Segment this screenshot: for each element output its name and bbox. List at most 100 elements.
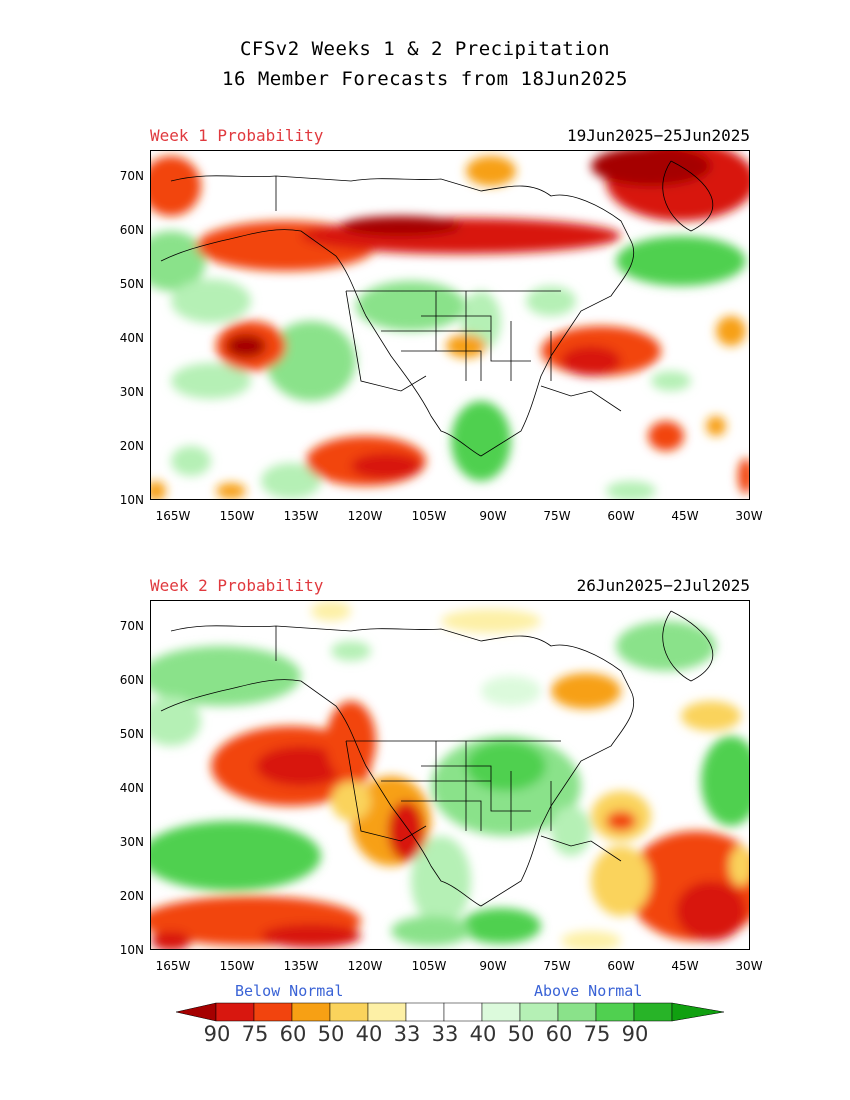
week2-coastlines xyxy=(160,610,714,907)
lon-tick-label: 60W xyxy=(607,959,635,973)
lon-tick-label: 75W xyxy=(543,509,571,523)
week2-wet-area xyxy=(551,806,591,856)
legend-swatch xyxy=(215,1002,255,1022)
week1-wet-area xyxy=(616,236,746,286)
week1-map-svg xyxy=(151,151,749,499)
week1-date-range: 19Jun2025−25Jun2025 xyxy=(566,126,750,145)
lat-tick-label: 10N xyxy=(119,943,144,957)
week2-wet-area xyxy=(151,821,321,891)
legend-above-normal-label: Above Normal xyxy=(534,982,643,1000)
week1-dry-area xyxy=(151,481,166,499)
week1-dry-area xyxy=(466,156,516,186)
legend-swatch xyxy=(329,1002,369,1022)
lat-tick-label: 70N xyxy=(119,619,144,633)
lon-tick-label: 150W xyxy=(219,959,255,973)
legend-left-arrow xyxy=(176,1002,217,1022)
legend-right-arrow xyxy=(671,1002,724,1022)
lat-tick-label: 60N xyxy=(119,673,144,687)
week1-wet-area xyxy=(266,321,356,401)
lat-tick-label: 50N xyxy=(119,727,144,741)
legend-swatch xyxy=(633,1002,673,1022)
lon-tick-label: 165W xyxy=(155,959,191,973)
figure-title-line2: 16 Member Forecasts from 18Jun2025 xyxy=(222,68,628,90)
week1-dry-area xyxy=(151,156,201,216)
week1-dry-area xyxy=(738,458,749,494)
lon-tick-label: 150W xyxy=(219,509,255,523)
week1-wet-area xyxy=(606,481,656,499)
week2-dry-area xyxy=(151,931,191,949)
legend-swatch xyxy=(291,1002,331,1022)
week1-dry-area xyxy=(216,483,246,499)
week1-map xyxy=(150,150,750,500)
legend-value: 60 xyxy=(545,1022,573,1046)
week1-dry-area xyxy=(351,453,421,479)
week2-wet-area xyxy=(461,908,541,944)
week1-wet-area xyxy=(651,371,691,391)
lon-tick-label: 30W xyxy=(735,959,763,973)
week2-dry-area xyxy=(676,881,746,941)
lat-tick-label: 40N xyxy=(119,331,144,345)
week1-probability-label: Week 1 Probability xyxy=(150,126,324,145)
lon-tick-label: 75W xyxy=(543,959,571,973)
legend-swatch xyxy=(253,1002,293,1022)
legend-value: 40 xyxy=(469,1022,497,1046)
legend-swatch xyxy=(405,1002,445,1022)
week1-probability-field xyxy=(151,151,749,499)
lon-tick-label: 120W xyxy=(347,959,383,973)
week2-dry-area xyxy=(388,801,424,861)
lat-tick-label: 60N xyxy=(119,223,144,237)
lon-tick-label: 120W xyxy=(347,509,383,523)
week2-wet-area xyxy=(151,696,201,746)
legend-swatch xyxy=(481,1002,521,1022)
legend-value: 40 xyxy=(355,1022,383,1046)
week2-dry-area xyxy=(261,924,361,948)
week1-wet-area xyxy=(151,231,206,291)
lon-tick-label: 45W xyxy=(671,959,699,973)
week1-wet-area xyxy=(356,281,466,331)
week2-map xyxy=(150,600,750,950)
lat-tick-label: 40N xyxy=(119,781,144,795)
week1-dry-area xyxy=(648,421,684,451)
legend-value: 33 xyxy=(393,1022,421,1046)
legend-swatch xyxy=(443,1002,483,1022)
legend-value: 60 xyxy=(279,1022,307,1046)
legend-value: 90 xyxy=(203,1022,231,1046)
figure-title-line1: CFSv2 Weeks 1 & 2 Precipitation xyxy=(239,38,611,60)
week1-dry-area xyxy=(591,151,711,186)
week1-dry-area xyxy=(561,346,621,376)
lon-tick-label: 105W xyxy=(411,959,447,973)
legend-value: 90 xyxy=(621,1022,649,1046)
week1-wet-area xyxy=(261,463,321,499)
legend-value: 75 xyxy=(241,1022,269,1046)
lat-tick-label: 20N xyxy=(119,889,144,903)
lat-tick-label: 70N xyxy=(119,169,144,183)
legend-swatch xyxy=(557,1002,597,1022)
lat-tick-label: 30N xyxy=(119,385,144,399)
week2-map-svg xyxy=(151,601,749,949)
week2-wet-area xyxy=(466,741,546,791)
week2-dry-area xyxy=(591,846,651,916)
lon-tick-label: 60W xyxy=(607,509,635,523)
week2-dry-area xyxy=(561,931,621,949)
week1-wet-area xyxy=(526,286,576,316)
legend-swatch xyxy=(595,1002,635,1022)
week2-dry-area xyxy=(551,673,621,709)
week1-wet-area xyxy=(451,401,511,481)
lon-tick-label: 90W xyxy=(479,509,507,523)
lon-tick-label: 135W xyxy=(283,959,319,973)
week1-coastlines xyxy=(160,160,714,457)
lon-tick-label: 90W xyxy=(479,959,507,973)
week1-dry-area xyxy=(706,416,726,436)
lon-tick-label: 135W xyxy=(283,509,319,523)
lon-tick-label: 45W xyxy=(671,509,699,523)
lon-tick-label: 30W xyxy=(735,509,763,523)
legend-value: 75 xyxy=(583,1022,611,1046)
legend-value: 50 xyxy=(507,1022,535,1046)
week2-dry-area xyxy=(606,811,636,831)
lat-tick-label: 10N xyxy=(119,493,144,507)
week1-dry-area xyxy=(716,316,746,346)
week2-wet-area xyxy=(391,916,471,946)
week2-wet-area xyxy=(616,621,716,671)
week1-wet-area xyxy=(171,363,251,399)
week2-date-range: 26Jun2025−2Jul2025 xyxy=(576,576,750,595)
